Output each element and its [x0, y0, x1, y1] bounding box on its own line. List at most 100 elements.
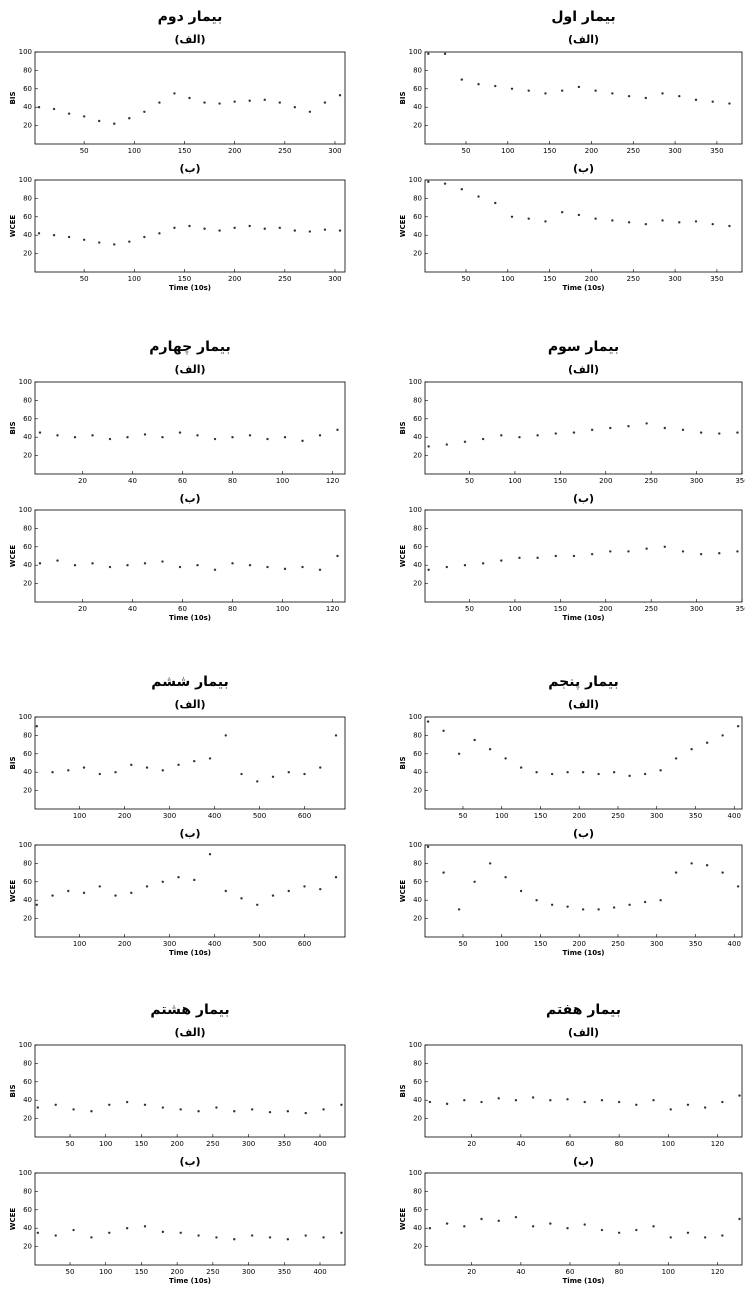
data-point	[215, 1106, 218, 1109]
data-point	[669, 1108, 672, 1111]
x-tick-label: 120	[711, 1140, 724, 1148]
data-point	[67, 889, 70, 893]
x-tick-label: 40	[516, 1140, 525, 1148]
y-axis-label: BIS	[399, 422, 407, 435]
x-tick-label: 40	[128, 477, 137, 485]
x-tick-label: 50	[80, 275, 89, 283]
y-tick-label: 60	[23, 543, 32, 551]
data-point	[177, 763, 180, 767]
data-point	[535, 899, 538, 902]
y-tick-label: 100	[409, 841, 422, 849]
y-tick-label: 60	[23, 415, 32, 423]
y-tick-label: 100	[19, 176, 32, 184]
data-point	[193, 759, 196, 763]
x-tick-label: 250	[278, 147, 291, 155]
data-point	[504, 876, 507, 879]
data-point	[114, 771, 117, 774]
data-point	[178, 431, 182, 434]
data-point	[208, 757, 212, 760]
y-axis-label: WCEE	[399, 215, 407, 238]
data-point	[635, 1103, 638, 1107]
y-tick-label: 40	[413, 433, 422, 441]
y-tick-label: 100	[19, 841, 32, 849]
data-point	[560, 89, 564, 92]
data-point	[536, 434, 539, 437]
data-point	[600, 1228, 604, 1232]
y-tick-label: 80	[413, 524, 422, 532]
y-tick-label: 20	[413, 1243, 422, 1251]
data-point	[323, 101, 327, 104]
y-tick-label: 100	[409, 506, 422, 514]
data-point	[718, 432, 721, 435]
plot-frame	[424, 381, 743, 475]
y-tick-label: 80	[23, 731, 32, 739]
data-point	[36, 1231, 40, 1235]
x-tick-label: 400	[208, 812, 221, 820]
x-tick-label: 40	[128, 605, 137, 613]
panel-label: (الف)	[568, 698, 599, 711]
x-tick-label: 150	[543, 147, 556, 155]
data-point	[90, 1110, 93, 1113]
data-point	[481, 437, 485, 441]
x-tick-label: 250	[644, 605, 657, 613]
data-point	[627, 550, 630, 553]
patient-title: بیمار دوم	[158, 9, 223, 25]
data-point	[699, 552, 703, 556]
data-point	[197, 1110, 200, 1113]
data-point	[612, 771, 616, 774]
data-point	[703, 1236, 707, 1239]
data-point	[686, 1231, 690, 1235]
data-point	[125, 1227, 129, 1230]
data-point	[480, 1217, 483, 1221]
data-point	[457, 752, 461, 755]
data-point	[283, 567, 287, 571]
data-point	[304, 1111, 307, 1115]
data-point	[161, 1230, 165, 1234]
x-tick-label: 300	[668, 275, 681, 283]
x-tick-label: 100	[99, 1268, 112, 1276]
data-point	[301, 439, 304, 443]
x-tick-label: 100	[276, 605, 289, 613]
data-point	[98, 119, 101, 123]
x-tick-label: 250	[611, 812, 624, 820]
x-tick-label: 120	[326, 605, 339, 613]
data-point	[240, 772, 243, 776]
x-tick-label: 100	[495, 812, 508, 820]
data-point	[322, 1236, 325, 1239]
x-tick-label: 200	[585, 147, 598, 155]
y-tick-label: 40	[413, 103, 422, 111]
data-point	[215, 1236, 218, 1239]
x-tick-label: 300	[242, 1268, 255, 1276]
data-point	[686, 1103, 690, 1107]
data-point	[177, 876, 180, 879]
data-point	[445, 1102, 449, 1106]
y-tick-label: 60	[413, 1206, 422, 1214]
x-axis-label: Time (10s)	[169, 614, 211, 622]
x-tick-label: 150	[554, 605, 567, 613]
plot-frame	[424, 51, 743, 145]
x-tick-label: 300	[328, 147, 341, 155]
x-tick-label: 300	[328, 275, 341, 283]
data-point	[681, 550, 685, 553]
data-point	[130, 891, 133, 895]
data-point	[518, 556, 521, 560]
x-tick-label: 50	[465, 605, 474, 613]
panel-label: (ب)	[573, 162, 594, 175]
data-point	[531, 1096, 535, 1099]
x-tick-label: 50	[462, 275, 471, 283]
y-axis-label: WCEE	[399, 545, 407, 568]
data-point	[549, 1099, 552, 1102]
data-point	[488, 748, 492, 751]
x-tick-label: 50	[66, 1140, 75, 1148]
plot-frame	[34, 1172, 346, 1266]
patient-title: بیمار اول	[551, 9, 615, 25]
data-point	[643, 772, 647, 776]
x-tick-label: 100	[73, 940, 86, 948]
data-point	[583, 1100, 586, 1104]
data-point	[248, 564, 252, 567]
patient-title: بیمار هفتم	[546, 1002, 621, 1018]
data-point	[54, 1103, 57, 1107]
data-point	[52, 234, 56, 237]
data-point	[488, 862, 492, 865]
x-axis-label: Time (10s)	[563, 1277, 605, 1285]
